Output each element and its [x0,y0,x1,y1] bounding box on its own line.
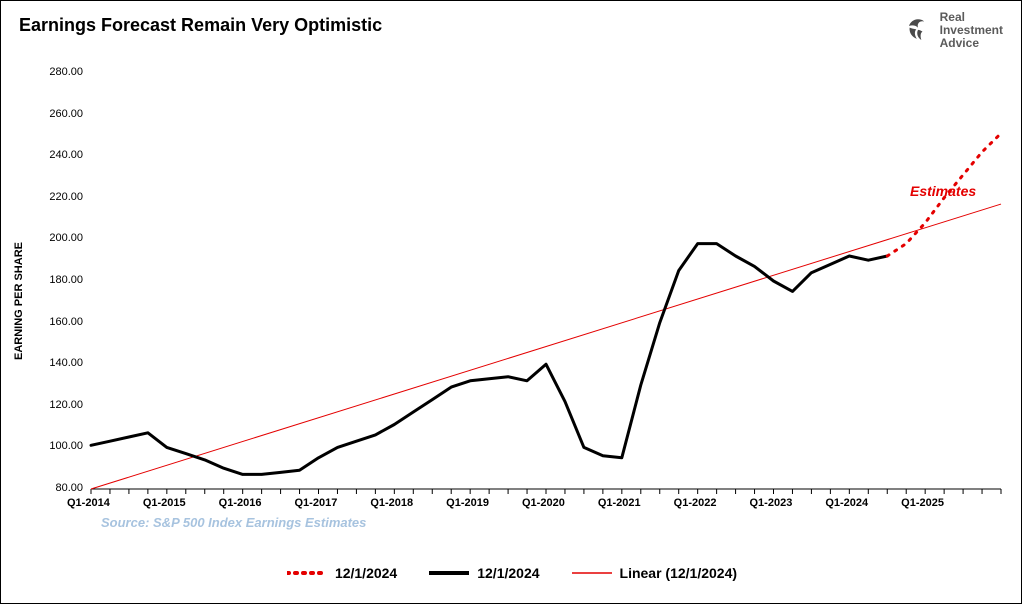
y-tick: 200.00 [49,232,83,244]
x-tick: Q1-2019 [446,497,489,509]
y-tick: 160.00 [49,316,83,328]
x-tick: Q1-2021 [598,497,641,509]
y-tick: 120.00 [49,399,83,411]
legend-label: Linear (12/1/2024) [620,565,738,581]
estimates-annotation: Estimates [910,183,976,199]
y-tick: 240.00 [49,149,83,161]
legend-item-actual: 12/1/2024 [429,565,539,581]
x-tick: Q1-2015 [143,497,186,509]
x-tick: Q1-2024 [825,497,868,509]
x-tick: Q1-2018 [370,497,413,509]
legend-item-estimate: 12/1/2024 [287,565,397,581]
x-tick: Q1-2020 [522,497,565,509]
legend-swatch-dotted-icon [287,568,327,578]
x-tick: Q1-2022 [674,497,717,509]
y-tick: 180.00 [49,274,83,286]
legend-label: 12/1/2024 [477,565,539,581]
source-note: Source: S&P 500 Index Earnings Estimates [101,515,366,530]
chart-legend: 12/1/2024 12/1/2024 Linear (12/1/2024) [1,565,1022,581]
y-tick: 140.00 [49,357,83,369]
x-tick: Q1-2016 [219,497,262,509]
chart-container: Earnings Forecast Remain Very Optimistic… [0,0,1022,604]
legend-swatch-thin-icon [572,568,612,578]
y-tick: 220.00 [49,191,83,203]
x-tick: Q1-2023 [750,497,793,509]
y-tick: 280.00 [49,66,83,78]
y-tick: 100.00 [49,440,83,452]
legend-swatch-solid-icon [429,568,469,578]
legend-item-trend: Linear (12/1/2024) [572,565,738,581]
y-tick: 80.00 [55,482,83,494]
legend-label: 12/1/2024 [335,565,397,581]
y-tick: 260.00 [49,108,83,120]
x-tick: Q1-2014 [67,497,110,509]
x-tick: Q1-2025 [901,497,944,509]
x-tick: Q1-2017 [295,497,338,509]
